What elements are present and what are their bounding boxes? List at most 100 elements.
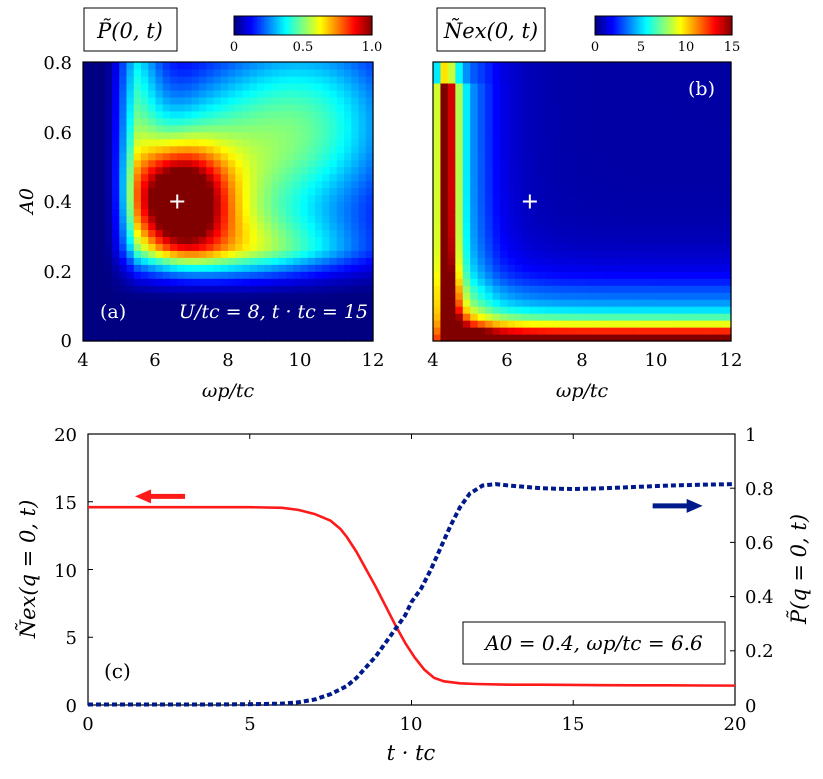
heatmap-a-cell [104, 208, 113, 217]
heatmap-a-cell [83, 222, 91, 230]
heatmap-b-cell [656, 215, 665, 224]
heatmap-b-cell [544, 82, 553, 91]
heatmap-a-cell [286, 236, 294, 244]
heatmap-a-cell [213, 292, 222, 300]
heatmap-a-cell [257, 229, 265, 237]
heatmap-b-cell [470, 334, 479, 342]
heatmap-b-cell [492, 82, 501, 91]
heatmap-b-cell [641, 117, 650, 126]
heatmap-b-cell [634, 292, 643, 300]
heatmap-b-cell [604, 103, 613, 112]
heatmap-b-cell [455, 68, 464, 77]
heatmap-a-cell [271, 180, 280, 189]
heatmap-b-cell [701, 62, 710, 70]
heatmap-b-cell [641, 257, 650, 265]
heatmap-b-cell [634, 159, 643, 168]
heatmap-a-cell [191, 327, 200, 335]
heatmap-b-cell [522, 103, 531, 112]
heatmap-b-cell [656, 243, 665, 251]
heatmap-b-cell [619, 110, 628, 119]
heatmap-b-cell [596, 264, 605, 272]
heatmap-b-cell [671, 236, 680, 244]
heatmap-a-cell [300, 313, 309, 321]
heatmap-b-cell [671, 117, 680, 126]
heatmap-a-cell [104, 117, 113, 126]
heatmap-a-cell [148, 82, 157, 91]
heatmap-a-cell [112, 257, 120, 265]
heatmap-a-cell [90, 278, 99, 286]
heatmap-a-cell [184, 250, 193, 258]
heatmap-b-cell [678, 103, 687, 112]
heatmap-a-cell [300, 243, 309, 251]
heatmap-b-cell [619, 187, 628, 196]
heatmap-a-cell [249, 68, 258, 77]
heatmap-a-cell [365, 166, 374, 175]
heatmap-b-cell [529, 117, 538, 126]
heatmap-b-cell [433, 68, 442, 77]
heatmap-a-cell [293, 159, 302, 168]
heatmap-a-cell [307, 103, 316, 112]
heatmap-a-cell [358, 82, 367, 91]
heatmap-b-cell [686, 131, 695, 140]
heatmap-a-cell [213, 89, 222, 98]
heatmap-b-cell [693, 159, 702, 168]
heatmap-a-cell [133, 334, 142, 342]
heatmap-b-cell [559, 89, 568, 98]
heatmap-a-cell [293, 222, 302, 230]
heatmap-a-cell [199, 313, 207, 321]
heatmap-a-cell [264, 75, 273, 84]
heatmap-a-cell [336, 229, 345, 237]
heatmap-a-cell [170, 215, 178, 224]
heatmap-a-cell [329, 124, 338, 133]
heatmap-b-cell [522, 236, 531, 244]
heatmap-a-cell [264, 313, 273, 321]
heatmap-b-cell [440, 187, 449, 196]
heatmap-a-cell [83, 145, 91, 154]
heatmap-a-cell [293, 264, 302, 272]
heatmap-a-cell [220, 208, 229, 217]
heatmap-b-cell [492, 299, 501, 307]
heatmap-b-cell [500, 110, 509, 119]
heatmap-b-cell [440, 292, 449, 300]
heatmap-b-cell [574, 243, 583, 251]
heatmap-b-cell [574, 299, 583, 307]
heatmap-b-cell [462, 306, 471, 314]
heatmap-b-cell [678, 131, 687, 140]
heatmap-b-cell [440, 264, 449, 272]
heatmap-a-cell [148, 173, 157, 182]
heatmap-b-cell [485, 145, 494, 154]
heatmap-a-cell [344, 89, 352, 98]
heatmap-b-cell [708, 327, 717, 335]
heatmap-b-cell [619, 243, 628, 251]
heatmap-a-cell [351, 278, 360, 286]
heatmap-a-cell [206, 320, 215, 328]
heatmap-a-cell [199, 173, 207, 182]
heatmap-a-cell [257, 292, 265, 300]
heatmap-a-cell [264, 68, 273, 77]
heatmap-b-cell [663, 334, 672, 342]
heatmap-a-cell [90, 62, 99, 70]
heatmap-a-cell [104, 89, 113, 98]
heatmap-b-cell [537, 131, 546, 140]
heatmap-b-cell [567, 292, 576, 300]
heatmap-a-cell [220, 320, 229, 328]
heatmap-b-cell [716, 243, 725, 251]
heatmap-a-cell [90, 306, 99, 314]
heatmap-a-cell [351, 229, 360, 237]
heatmap-a-cell [184, 166, 193, 175]
heatmap-b-cell [574, 201, 583, 210]
heatmap-a-cell [133, 159, 142, 168]
heatmap-b-cell [626, 62, 635, 70]
heatmap-a-cell [97, 82, 106, 91]
heatmap-a-cell [257, 145, 265, 154]
heatmap-a-cell [199, 292, 207, 300]
heatmap-a-cell [249, 250, 258, 258]
heatmap-b-cell [634, 96, 643, 105]
heatmap-a-cell [235, 222, 244, 230]
heatmap-b-cell [529, 82, 538, 91]
heatmap-b-cell [619, 62, 628, 70]
heatmap-a-cell [133, 271, 142, 279]
heatmap-b-cell [544, 152, 553, 161]
heatmap-b-cell [716, 285, 725, 293]
